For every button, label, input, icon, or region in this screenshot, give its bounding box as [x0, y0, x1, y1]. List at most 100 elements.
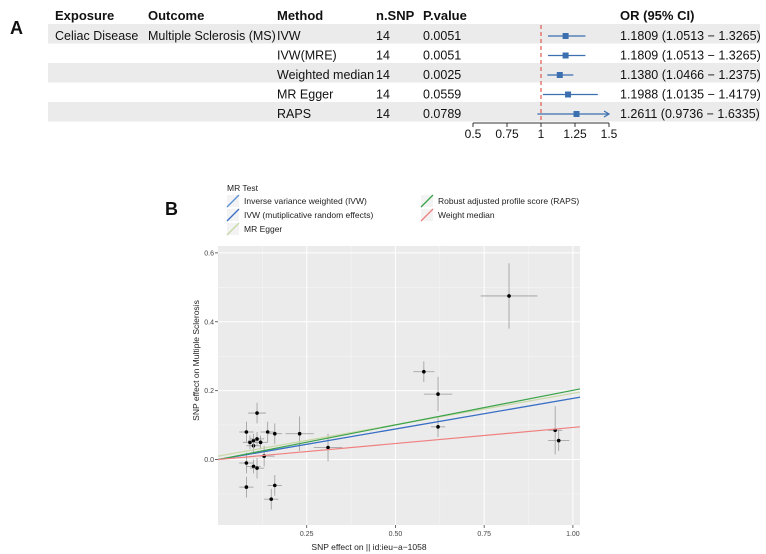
scatter-point — [326, 445, 330, 450]
forest-point — [556, 72, 563, 78]
forest-exposure: Celiac Disease — [55, 29, 138, 43]
forest-ci-arrow — [603, 110, 611, 118]
plot-background — [218, 246, 580, 525]
scatter-point-group — [423, 376, 453, 412]
panel-b-label: B — [165, 199, 178, 219]
forest-point — [565, 91, 572, 98]
legend-label: Weight median — [438, 210, 495, 220]
scatter-plot: MR Test Inverse variance weighted (IVW) Ro… — [191, 183, 581, 552]
forest-row-band — [48, 24, 760, 44]
forest-nsnp: 14 — [376, 88, 390, 102]
legend-key-line — [420, 208, 434, 222]
y-axis-label: SNP effect on Multiple Sclerosis — [191, 300, 201, 421]
forest-point — [573, 111, 580, 117]
legend-key-line — [226, 194, 240, 208]
forest-pvalue: 0.0025 — [423, 68, 461, 82]
scatter-point — [251, 438, 256, 443]
forest-method: IVW(MRE) — [277, 49, 337, 63]
legend-key-line — [420, 194, 434, 208]
scatter-point — [436, 425, 440, 429]
legend-key-line — [226, 222, 240, 236]
forest-nsnp: 14 — [376, 107, 390, 121]
scatter-point-group — [246, 459, 261, 474]
scatter-point-group — [249, 432, 265, 446]
forest-x-tick-label: 1 — [538, 127, 545, 141]
legend-key-line — [226, 208, 240, 222]
scatter-point-group — [249, 457, 265, 479]
scatter-point — [272, 483, 277, 488]
scatter-point — [248, 440, 252, 445]
forest-nsnp: 14 — [376, 68, 390, 82]
scatter-point — [269, 497, 274, 501]
forest-x-tick-label: 1.5 — [601, 127, 618, 141]
scatter-point — [436, 392, 440, 396]
scatter-point — [251, 464, 256, 469]
forest-method: Weighted median — [277, 68, 374, 82]
scatter-point-group — [548, 430, 570, 451]
forest-column-header: Method — [277, 8, 323, 23]
scatter-point-group — [248, 402, 266, 424]
scatter-point — [255, 411, 259, 415]
x-axis-tick-label: 0.50 — [389, 531, 403, 538]
scatter-point-group — [267, 475, 282, 496]
y-axis-tick-label: 0.0 — [204, 457, 214, 464]
scatter-point — [422, 369, 426, 374]
scatter-point — [258, 440, 263, 445]
scatter-point-group — [260, 421, 275, 443]
forest-pvalue: 0.0559 — [423, 88, 461, 102]
scatter-point — [556, 438, 561, 443]
scatter-point-group — [239, 421, 254, 443]
forest-pvalue: 0.0789 — [423, 107, 461, 121]
x-axis-tick-label: 1.00 — [566, 531, 580, 538]
scatter-point-group — [430, 416, 446, 438]
forest-or-ci: 1.1809 (1.0513 − 1.3265) — [620, 49, 761, 63]
scatter-point — [297, 431, 302, 436]
forest-x-tick-label: 0.75 — [495, 127, 519, 141]
regression-line — [217, 396, 581, 461]
legend-label: IVW (mutiplicative random effects) — [244, 210, 373, 220]
forest-outcome: Multiple Sclerosis (MS) — [148, 29, 276, 43]
forest-column-header: n.SNP — [376, 8, 415, 23]
x-axis-tick-label: 0.25 — [300, 531, 314, 538]
scatter-point-group — [480, 263, 538, 329]
forest-nsnp: 14 — [376, 29, 390, 43]
scatter-point-group — [413, 361, 435, 383]
x-axis-label: SNP effect on || id:ieu−a−1058 — [311, 542, 426, 552]
forest-column-header: OR (95% CI) — [620, 8, 694, 23]
forest-or-ci: 1.2611 (0.9736 − 1.6335) — [620, 107, 760, 121]
regression-line — [217, 388, 581, 461]
legend-item: MR Egger — [226, 222, 282, 236]
scatter-point — [265, 430, 270, 434]
forest-x-tick-label: 0.5 — [465, 127, 482, 141]
forest-x-tick-label: 1.25 — [563, 127, 587, 141]
legend-label: MR Egger — [244, 224, 282, 234]
scatter-point-group — [248, 433, 259, 448]
scatter-point — [244, 461, 249, 465]
legend-item: Weight median — [420, 208, 495, 222]
panel-a-label: A — [10, 18, 23, 38]
y-axis-tick-label: 0.2 — [204, 388, 214, 395]
forest-method: RAPS — [277, 107, 311, 121]
scatter-point — [507, 294, 511, 298]
scatter-point-group — [239, 452, 254, 474]
legend-label: Inverse variance weighted (IVW) — [244, 196, 367, 206]
scatter-point — [255, 466, 259, 470]
forest-method: MR Egger — [277, 88, 333, 102]
scatter-point — [272, 431, 277, 436]
scatter-point-group — [264, 488, 279, 510]
legend-item: Inverse variance weighted (IVW) — [226, 194, 367, 208]
y-axis-tick-label: 0.6 — [204, 250, 214, 257]
forest-or-ci: 1.1988 (1.0135 − 1.4179) — [620, 88, 761, 102]
legend-item: Robust adjusted profile score (RAPS) — [420, 194, 579, 208]
scatter-point-group — [239, 476, 254, 498]
legend-title: MR Test — [227, 183, 259, 193]
forest-column-header: Outcome — [148, 8, 204, 23]
forest-method: IVW — [277, 29, 301, 43]
x-axis-tick-label: 0.75 — [477, 531, 491, 538]
forest-nsnp: 14 — [376, 49, 390, 63]
forest-column-header: Exposure — [55, 8, 114, 23]
forest-point — [562, 33, 569, 39]
y-axis-tick-label: 0.4 — [204, 319, 214, 326]
legend-item: IVW (mutiplicative random effects) — [226, 208, 373, 222]
scatter-point — [244, 485, 249, 489]
